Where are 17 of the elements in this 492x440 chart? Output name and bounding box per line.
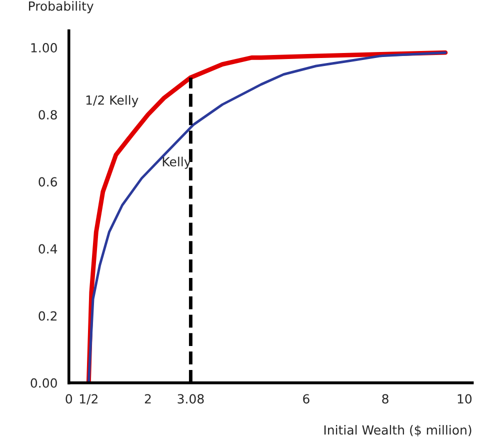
series-label: 1/2 Kelly (86, 95, 138, 108)
x-tick-label: 3.08 (178, 394, 204, 404)
y-tick-label: 0.00 (30, 378, 57, 388)
x-tick-label: 0 (66, 394, 72, 404)
y-axis-title: Probability (29, 1, 94, 14)
y-tick-label: 0.8 (38, 110, 57, 120)
y-tick-label: 0.6 (38, 177, 57, 187)
series-label: Kelly (162, 156, 191, 169)
x-tick-label: 1/2 (80, 394, 98, 405)
x-tick-label: 6 (303, 394, 310, 404)
x-tick-label: 8 (382, 394, 388, 404)
y-tick-label: 0.2 (38, 311, 57, 321)
y-tick-label: 0.4 (38, 244, 58, 254)
x-tick-label: 2 (144, 394, 151, 404)
x-axis-title: Initial Wealth ($ million) (324, 425, 472, 436)
x-tick-label: 10 (458, 394, 472, 404)
y-tick-label: 1.00 (31, 43, 57, 52)
